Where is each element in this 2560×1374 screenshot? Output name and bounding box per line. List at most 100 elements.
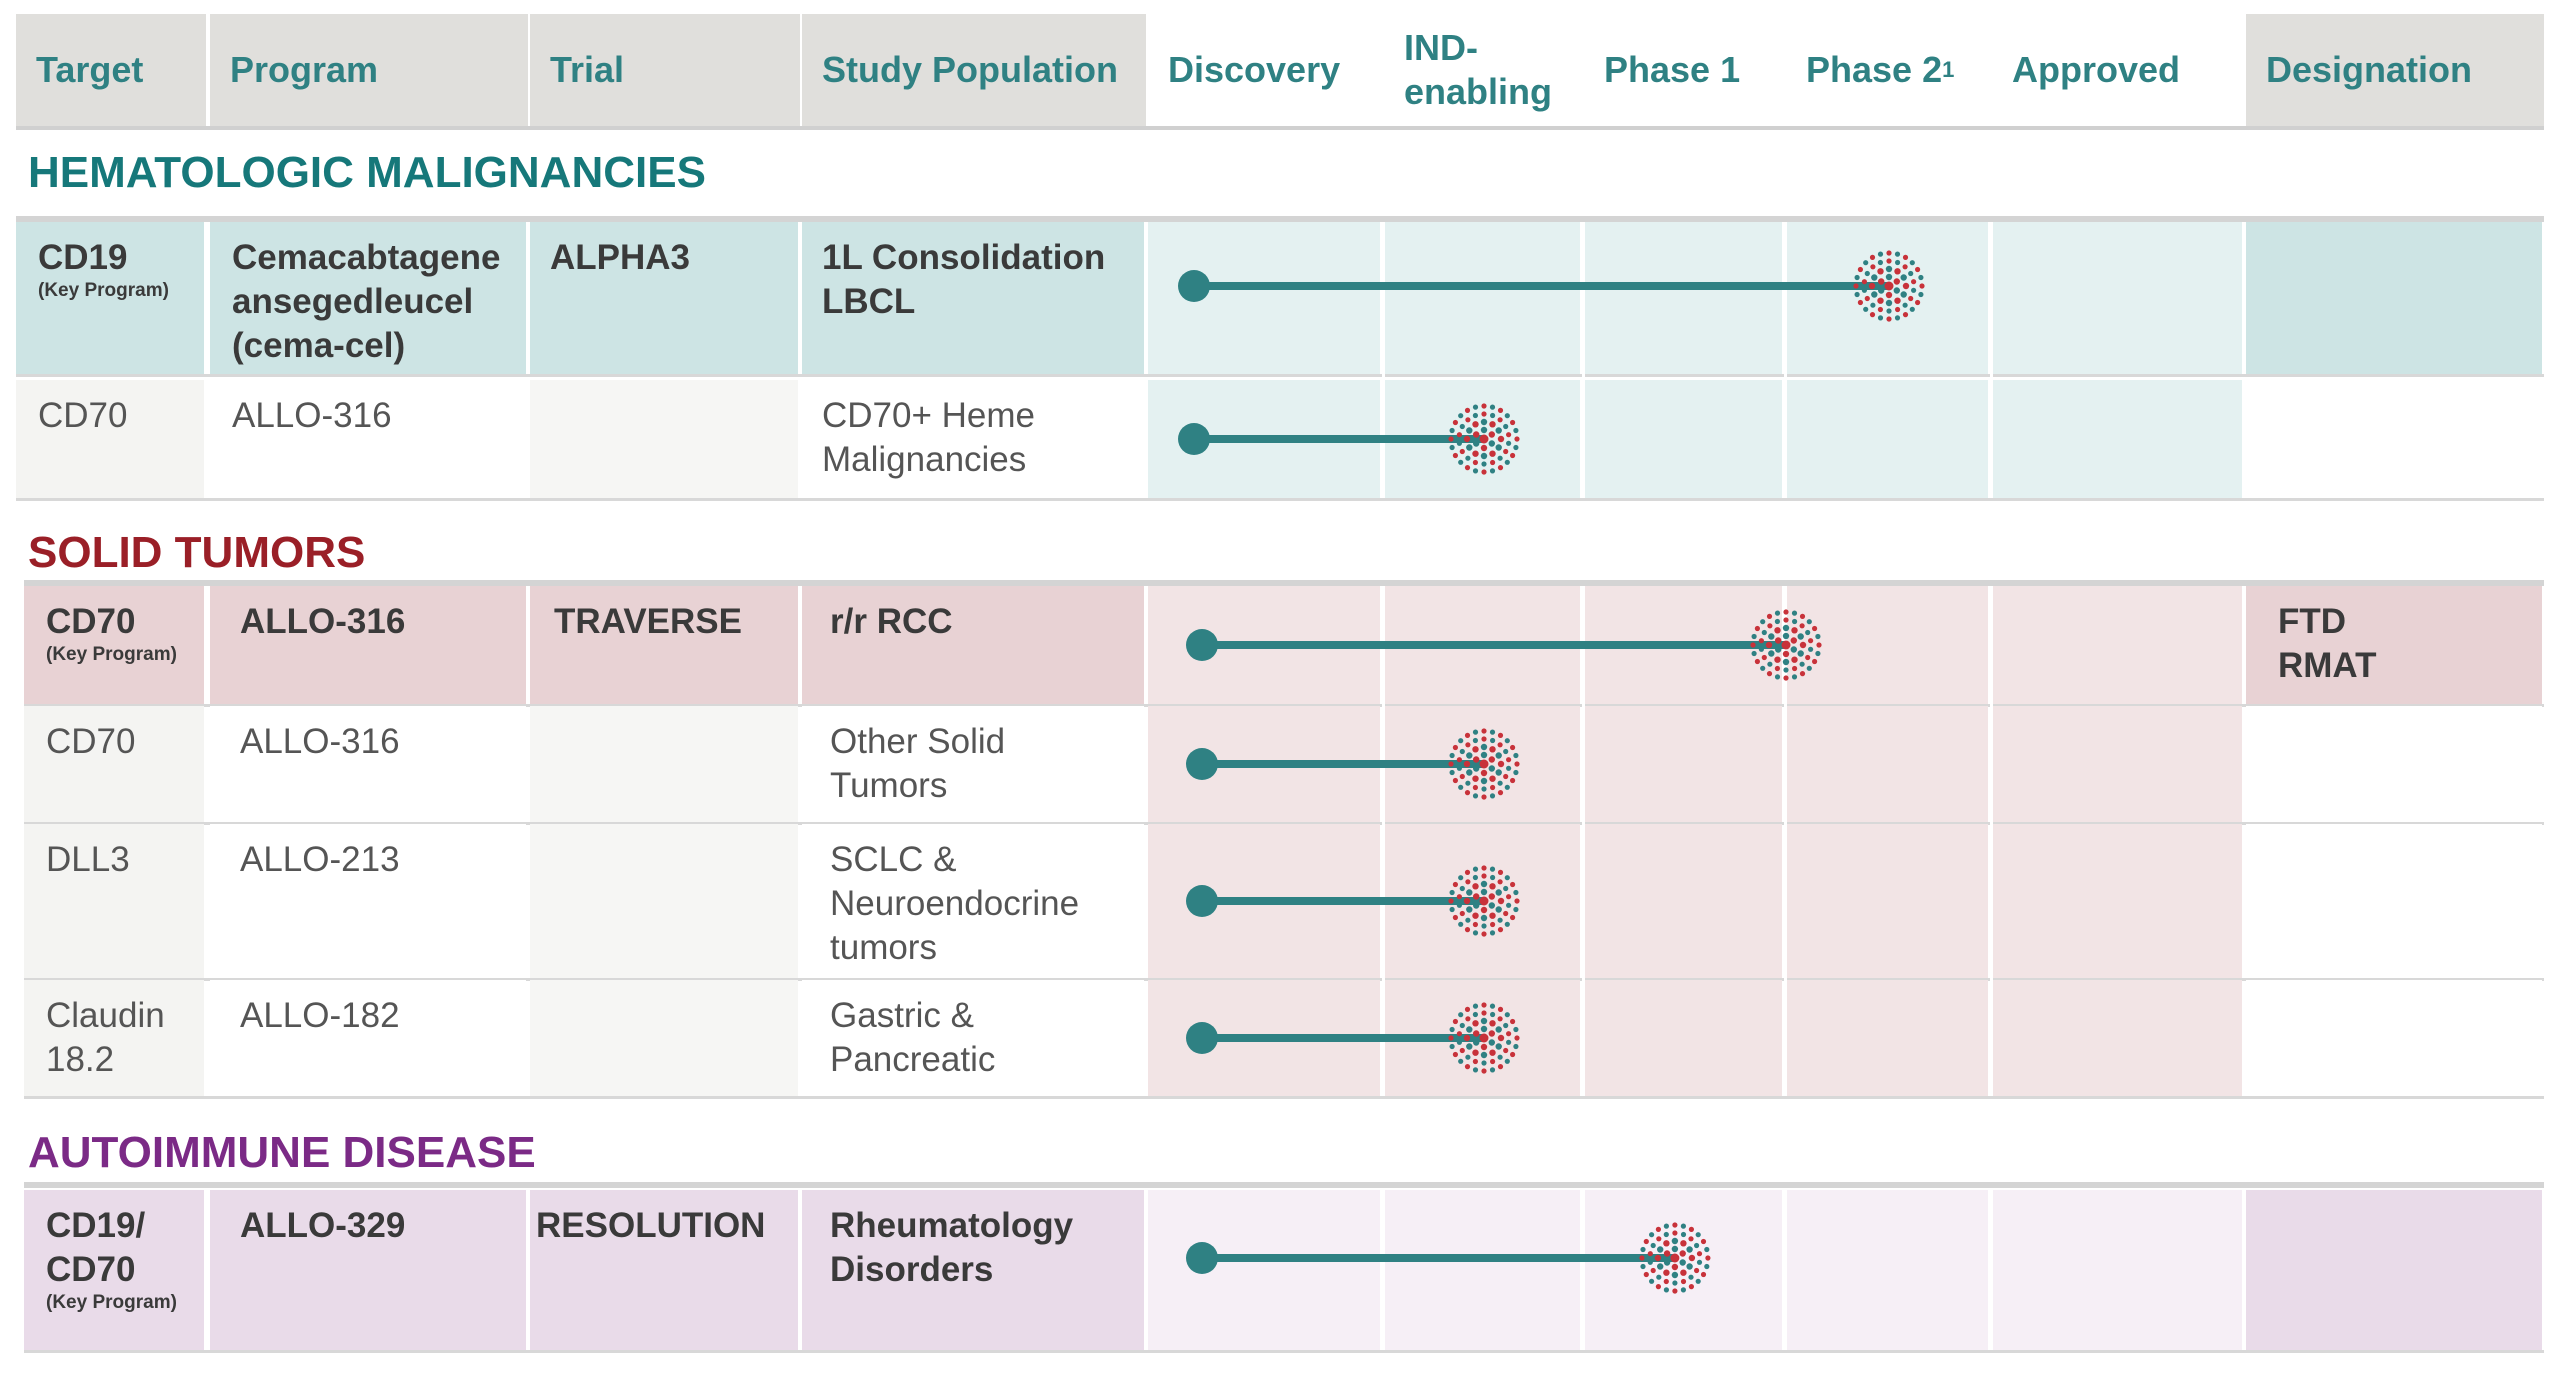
- marker-dot: [1481, 873, 1487, 879]
- marker-dot: [1696, 1251, 1703, 1257]
- marker-dot: [1761, 629, 1767, 636]
- marker-dot: [1473, 440, 1480, 447]
- population-cell: Gastric & Pancreatic: [830, 996, 996, 1079]
- table-cell: [210, 824, 526, 978]
- marker-dot: [1857, 299, 1863, 306]
- marker-dot: [1489, 775, 1496, 782]
- marker-dot: [1466, 1043, 1473, 1050]
- marker-dot: [1449, 752, 1455, 759]
- marker-dot: [1686, 1263, 1693, 1270]
- table-cell: [530, 706, 798, 822]
- header-phase1: Phase 1: [1584, 14, 1784, 126]
- marker-dot: [1459, 423, 1465, 430]
- program-cell: ALLO-316: [232, 396, 392, 435]
- marker-dot: [1481, 728, 1487, 734]
- marker-dot: [1456, 1039, 1462, 1045]
- marker-dot: [1449, 769, 1455, 776]
- marker-dot: [1489, 883, 1496, 890]
- marker-dot: [1497, 732, 1504, 739]
- marker-dot: [1915, 299, 1921, 306]
- marker-dot: [1503, 885, 1509, 892]
- marker-dot: [1878, 287, 1885, 294]
- marker-dot: [1473, 902, 1480, 909]
- marker-dot: [1900, 291, 1907, 298]
- marker-dot: [1643, 1271, 1649, 1278]
- section-title: HEMATOLOGIC MALIGNANCIES: [28, 148, 706, 197]
- marker-dot: [1480, 444, 1488, 452]
- marker-dot: [1481, 1068, 1487, 1074]
- marker-dot: [1670, 1253, 1680, 1263]
- marker-dot: [1902, 282, 1910, 290]
- table-cell: [210, 586, 526, 704]
- table-cell: [802, 824, 1144, 978]
- progress-bar-1-0: [1186, 609, 1822, 681]
- population-cell: Other Solid Tumors: [830, 722, 1006, 805]
- header-label: Designation: [2266, 49, 2473, 90]
- marker-dot: [1510, 914, 1516, 921]
- marker-dot: [1861, 287, 1867, 293]
- marker-dot: [1774, 674, 1781, 680]
- marker-dot: [1790, 637, 1798, 644]
- key-program-note: (Key Program): [46, 1292, 177, 1313]
- marker-dot: [1480, 452, 1488, 460]
- header-divider: [16, 126, 2544, 130]
- table-cell: [802, 706, 1144, 822]
- marker-dot: [1488, 893, 1496, 900]
- marker-dot: [1459, 773, 1465, 780]
- marker-dot: [1490, 921, 1496, 928]
- marker-dot: [1513, 769, 1519, 776]
- marker-dot: [1481, 403, 1487, 409]
- marker-dot: [1782, 632, 1790, 640]
- marker-dot: [1481, 923, 1487, 929]
- marker-dot: [1704, 1246, 1710, 1253]
- marker-dot: [1877, 297, 1884, 304]
- marker-dot: [1449, 889, 1455, 896]
- marker-dot: [1472, 737, 1478, 744]
- marker-dot: [1513, 752, 1519, 759]
- table-cell: [24, 586, 204, 704]
- marker-dot: [1680, 1287, 1686, 1293]
- row-divider: [16, 374, 2544, 377]
- marker-dot: [1480, 1051, 1488, 1059]
- marker-dot: [1473, 893, 1480, 900]
- marker-dot: [1513, 427, 1519, 434]
- marker-dot: [1861, 279, 1867, 285]
- marker-dot: [1656, 1274, 1662, 1280]
- marker-dot: [1663, 1287, 1669, 1293]
- target-cell: CD19/CD70 (Key Program): [46, 1204, 177, 1314]
- stage-gridline: [1990, 1190, 1993, 1350]
- marker-dot: [1480, 1017, 1488, 1025]
- marker-dot: [1479, 759, 1489, 769]
- table-cell: [2246, 824, 2542, 978]
- table-cell: [530, 380, 798, 498]
- marker-dot: [1463, 760, 1471, 768]
- stage-gridline: [1582, 222, 1585, 498]
- section-title: AUTOIMMUNE DISEASE: [28, 1128, 536, 1177]
- table-cell: [1384, 222, 1580, 374]
- table-cell: [16, 222, 204, 374]
- marker-dot: [1663, 1250, 1671, 1257]
- program-cell: Cemacabtagene ansegedleucel (cema-cel): [232, 238, 501, 365]
- marker-dot: [1805, 654, 1811, 661]
- marker-dot: [1472, 874, 1478, 881]
- table-cell: [802, 586, 1144, 704]
- marker-dot: [1490, 459, 1496, 466]
- marker-dot: [1472, 784, 1478, 791]
- marker-dot: [1466, 1026, 1473, 1033]
- marker-dot: [1472, 1049, 1479, 1056]
- target-cell: CD19 (Key Program): [38, 236, 169, 302]
- marker-dot: [1902, 302, 1908, 308]
- stage-gridline: [1382, 222, 1385, 498]
- stage-gridline: [1784, 586, 1787, 1096]
- marker-dot: [1758, 646, 1764, 652]
- marker-dot: [1672, 1230, 1678, 1236]
- marker-dot: [1473, 765, 1480, 772]
- marker-dot: [1815, 650, 1821, 657]
- marker-dot: [1481, 794, 1487, 800]
- table-cell: [210, 980, 526, 1096]
- marker-dot: [1774, 656, 1781, 663]
- marker-dot: [1490, 874, 1496, 881]
- header-label: Approved: [2012, 49, 2181, 90]
- table-cell: [24, 706, 204, 822]
- marker-dot: [1514, 436, 1520, 442]
